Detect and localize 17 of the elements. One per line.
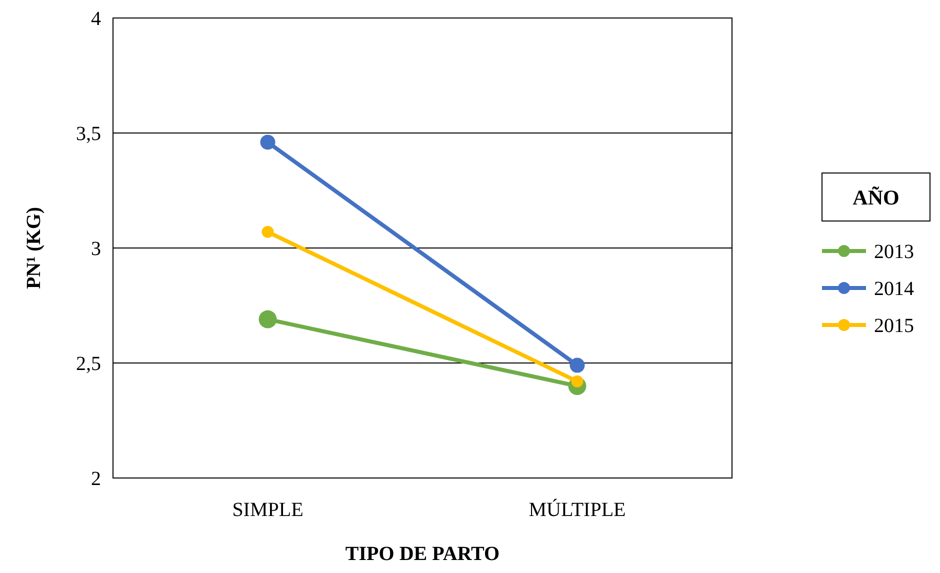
y-tick-label: 2,5 — [76, 353, 101, 375]
legend-label: 2014 — [874, 278, 914, 300]
point — [570, 358, 585, 373]
y-tick-label: 3,5 — [76, 123, 101, 145]
point — [260, 134, 276, 150]
point — [258, 310, 277, 328]
legend-title: AÑO — [852, 185, 900, 210]
y-tick-label: 4 — [91, 8, 101, 30]
x-tick-label: MÚLTIPLE — [528, 498, 626, 521]
y-tick-label: 3 — [91, 238, 101, 260]
y-axis-title: PN¹ (KG) — [23, 206, 45, 290]
x-axis-title: TIPO DE PARTO — [345, 543, 500, 565]
y-tick-label: 2 — [91, 468, 101, 490]
legend-label: 2015 — [874, 315, 914, 337]
legend-label: 2013 — [874, 241, 914, 263]
x-tick-label: SIMPLE — [232, 499, 304, 521]
point — [262, 226, 274, 238]
